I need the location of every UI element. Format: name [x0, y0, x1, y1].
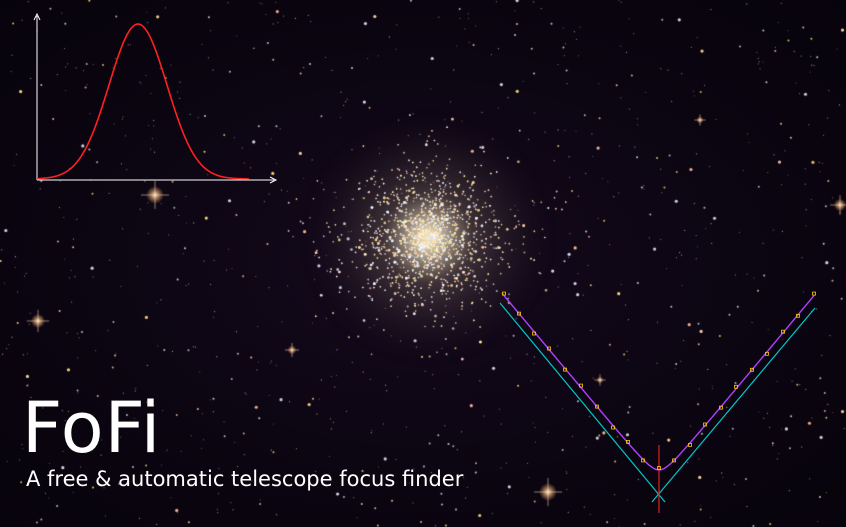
sample-point [517, 311, 521, 316]
profile-axes [33, 12, 278, 184]
gaussian-curve [36, 23, 250, 180]
sample-point [812, 291, 816, 296]
sample-point [641, 458, 645, 463]
sample-point [626, 439, 630, 444]
profile-x-arrow-icon [269, 176, 278, 184]
app-tagline: A free & automatic telescope focus finde… [26, 467, 464, 491]
sample-point [547, 346, 551, 351]
sample-point [781, 329, 785, 334]
sample-points [502, 291, 816, 470]
sample-point [703, 422, 707, 427]
sample-point [502, 291, 506, 296]
sample-point [688, 442, 692, 447]
sample-point [611, 425, 615, 430]
sample-point [796, 313, 800, 318]
sample-point [532, 331, 536, 336]
sample-point [750, 367, 754, 372]
v-fit-right-line [651, 307, 816, 503]
sample-point [734, 384, 738, 389]
sample-point [765, 351, 769, 356]
app-title: FoFi [22, 387, 162, 469]
sample-point [657, 466, 661, 470]
profile-y-arrow-icon [33, 12, 41, 21]
sample-point [719, 405, 723, 410]
hyperbola-fit-curve [501, 292, 815, 471]
sample-point [672, 458, 676, 463]
sample-point [563, 367, 567, 372]
sample-point [595, 404, 599, 409]
sample-point [579, 383, 583, 388]
v-fit-left-line [499, 302, 666, 503]
